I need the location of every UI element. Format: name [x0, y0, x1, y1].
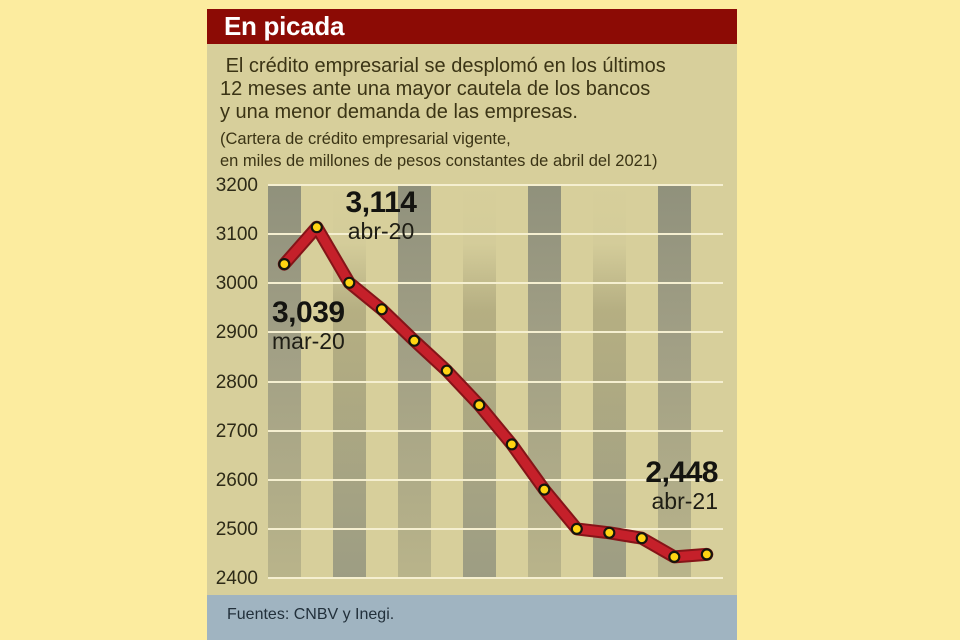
y-axis-tick-label: 2800: [215, 371, 258, 393]
subtitle-line-1: (Cartera de crédito empresarial vigente,: [220, 130, 511, 148]
y-axis-tick-label: 2500: [215, 518, 258, 540]
gridline: [268, 527, 723, 530]
y-axis-tick-label: 2400: [215, 568, 258, 589]
data-callout-mar-20: 3,039 mar-20: [272, 297, 345, 355]
gridline: [268, 184, 723, 186]
callout-value: 3,114: [345, 186, 417, 219]
gridline: [268, 577, 723, 579]
callout-value: 2,448: [645, 456, 718, 489]
subtitle-line-2: en miles de millones de pesos constantes…: [220, 152, 658, 170]
y-axis-tick-label: 2600: [215, 469, 258, 491]
intro-line-2: 12 meses ante una mayor cautela de los b…: [220, 78, 651, 100]
data-callout-abr-20: 3,114 abr-20: [346, 187, 417, 245]
callout-value: 3,039: [272, 296, 345, 329]
y-axis-tick-label: 3200: [215, 175, 258, 196]
page-title: En picada: [224, 11, 345, 41]
gridline: [268, 429, 723, 432]
chart-subtitle: (Cartera de crédito empresarial vigente,…: [220, 128, 700, 172]
source-text: Fuentes: CNBV y Inegi.: [227, 606, 395, 623]
intro-line-3: y una menor demanda de las empresas.: [220, 101, 578, 123]
y-axis-tick-label: 3000: [215, 273, 258, 295]
y-axis-tick-label: 2700: [215, 420, 258, 442]
footer-band: Fuentes: CNBV y Inegi.: [207, 595, 737, 640]
gridline: [268, 233, 723, 236]
gridline: [268, 282, 723, 285]
intro-line-1: El crédito empresarial se desplomó en lo…: [220, 55, 666, 77]
gridline: [268, 380, 723, 383]
data-callout-abr-21: 2,448 abr-21: [645, 457, 718, 515]
callout-month: mar-20: [272, 328, 345, 354]
intro-text: El crédito empresarial se desplomó en lo…: [220, 55, 700, 124]
callout-month: abr-21: [651, 488, 718, 514]
y-axis-tick-label: 3100: [215, 224, 258, 246]
callout-month: abr-20: [347, 218, 415, 244]
header-bar: En picada: [207, 9, 737, 44]
y-axis-tick-label: 2900: [215, 322, 258, 344]
